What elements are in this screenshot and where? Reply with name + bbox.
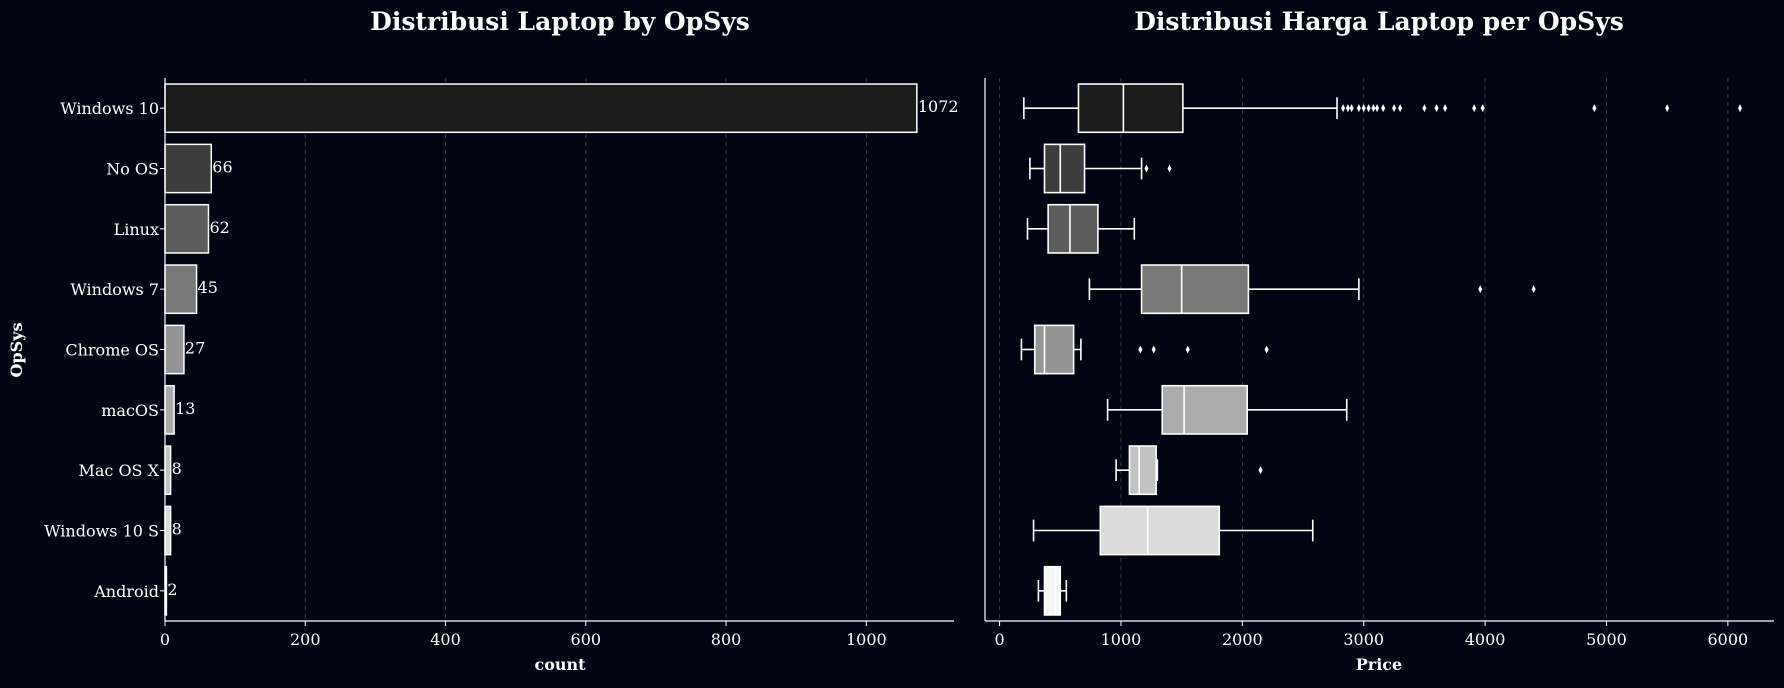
bar-x-tick-label: 800 bbox=[711, 630, 742, 649]
box-outlier-point bbox=[1349, 104, 1354, 113]
bar-data-label: 8 bbox=[172, 459, 182, 478]
box-chart-panel: 0 1000 2000 3000 4000 5000 6000 bbox=[984, 78, 1774, 649]
bar bbox=[164, 324, 185, 375]
box-chart-xlabel: Price bbox=[1356, 655, 1402, 674]
box-outlier-point bbox=[1151, 345, 1156, 354]
box-iqr bbox=[1128, 445, 1157, 496]
box-x-tick-label: 5000 bbox=[1586, 630, 1627, 649]
box-iqr bbox=[1047, 203, 1099, 254]
box-outlier-point bbox=[1356, 104, 1361, 113]
bar-x-tick-label: 600 bbox=[571, 630, 602, 649]
bar-chart-panel: 0 200 400 600 800 1000 Windows 10 1072 No OS 66 Li… bbox=[44, 78, 959, 649]
bar-chart-xlabel: count bbox=[534, 655, 586, 674]
bar-data-label: 45 bbox=[198, 278, 218, 297]
box-iqr bbox=[1043, 565, 1062, 616]
bar bbox=[164, 505, 172, 556]
bar-data-label: 1072 bbox=[918, 97, 959, 116]
box-x-tick-label: 3000 bbox=[1343, 630, 1384, 649]
box-iqr bbox=[1140, 264, 1250, 315]
bar-category-label: Android bbox=[93, 582, 159, 601]
bar bbox=[164, 384, 175, 435]
bar bbox=[164, 445, 172, 496]
bar-category-label: Chrome OS bbox=[65, 341, 159, 360]
bar-data-label: 2 bbox=[167, 580, 177, 599]
bar bbox=[164, 264, 198, 315]
bar-data-label: 27 bbox=[185, 339, 205, 358]
bar-x-tick-label: 200 bbox=[290, 630, 321, 649]
box-outlier-point bbox=[1398, 104, 1403, 113]
bar-category-label: Mac OS X bbox=[78, 461, 159, 480]
box-x-tick-label: 1000 bbox=[1101, 630, 1142, 649]
box-iqr bbox=[1033, 324, 1075, 375]
box-x-tick-label: 6000 bbox=[1708, 630, 1749, 649]
bar-chart-ylabel: OpSys bbox=[7, 323, 26, 378]
bar-category-label: Windows 7 bbox=[70, 280, 159, 299]
bar-category-label: Linux bbox=[114, 220, 159, 239]
bar-x-tick-label: 400 bbox=[430, 630, 461, 649]
box-outlier-point bbox=[1381, 104, 1386, 113]
box-outlier-point bbox=[1392, 104, 1397, 113]
box-outlier-point bbox=[1341, 104, 1346, 113]
bar-category-label: macOS bbox=[101, 401, 159, 420]
bar-data-label: 66 bbox=[212, 158, 232, 177]
bar-data-label: 62 bbox=[209, 218, 229, 237]
box-outlier-point bbox=[1480, 104, 1485, 113]
box-iqr bbox=[1077, 83, 1184, 134]
box-iqr bbox=[1043, 143, 1086, 194]
box-outlier-point bbox=[1443, 104, 1448, 113]
box-outlier-point bbox=[1422, 104, 1427, 113]
box-outlier-point bbox=[1258, 466, 1263, 475]
box-outlier-point bbox=[1738, 104, 1743, 113]
box-outlier-point bbox=[1167, 164, 1172, 173]
box-outlier-point bbox=[1472, 104, 1477, 113]
box-outlier-point bbox=[1345, 104, 1350, 113]
box-x-tick-label: 2000 bbox=[1222, 630, 1263, 649]
bar bbox=[164, 203, 210, 254]
box-iqr bbox=[1099, 505, 1221, 556]
box-chart-title: Distribusi Harga Laptop per OpSys bbox=[1134, 7, 1624, 36]
bar-category-label: Windows 10 S bbox=[44, 522, 159, 541]
box-outlier-point bbox=[1434, 104, 1439, 113]
bar-chart-title: Distribusi Laptop by OpSys bbox=[370, 7, 750, 36]
bar-category-label: Windows 10 bbox=[60, 99, 159, 118]
box-outlier-point bbox=[1144, 164, 1149, 173]
box-outlier-point bbox=[1665, 104, 1670, 113]
box-outlier-point bbox=[1478, 285, 1483, 294]
bar-category-label: No OS bbox=[106, 160, 159, 179]
box-outlier-point bbox=[1531, 285, 1536, 294]
box-x-tick-label: 0 bbox=[994, 630, 1004, 649]
bar-data-label: 8 bbox=[172, 520, 182, 539]
bar-data-label: 13 bbox=[175, 399, 195, 418]
box-outlier-point bbox=[1366, 104, 1371, 113]
box-outlier-point bbox=[1375, 104, 1380, 113]
box-x-tick-label: 4000 bbox=[1465, 630, 1506, 649]
box-iqr bbox=[1161, 384, 1248, 435]
bar bbox=[164, 83, 918, 134]
bar-x-tick-label: 1000 bbox=[846, 630, 887, 649]
box-outlier-point bbox=[1264, 345, 1269, 354]
box-outlier-point bbox=[1185, 345, 1190, 354]
bar-x-tick-label: 0 bbox=[160, 630, 170, 649]
box-outlier-point bbox=[1371, 104, 1376, 113]
box-outlier-point bbox=[1361, 104, 1366, 113]
bar bbox=[164, 143, 213, 194]
box-outlier-point bbox=[1592, 104, 1597, 113]
box-outlier-point bbox=[1138, 345, 1143, 354]
